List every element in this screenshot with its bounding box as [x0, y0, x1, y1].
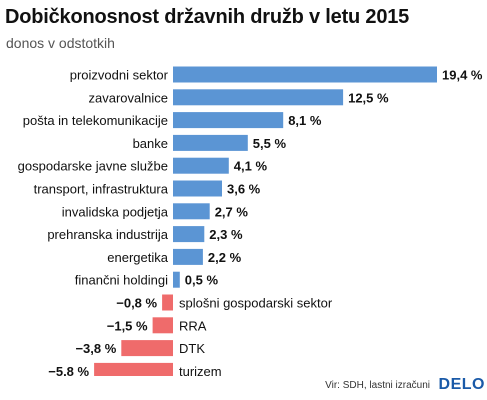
category-label-1: zavarovalnice	[89, 90, 169, 105]
value-label-6: 2,7 %	[215, 204, 249, 219]
bar-5	[173, 180, 222, 197]
bar-6	[173, 203, 210, 220]
category-label-11: RRA	[179, 318, 207, 333]
category-label-9: finančni holdingi	[75, 273, 168, 288]
value-label-5: 3,6 %	[227, 182, 261, 197]
value-label-3: 5,5 %	[253, 136, 287, 151]
bar-0	[173, 66, 437, 83]
value-label-9: 0,5 %	[185, 273, 219, 288]
value-label-0: 19,4 %	[442, 68, 483, 83]
bar-1	[173, 89, 344, 106]
category-label-13: turizem	[179, 364, 222, 376]
value-label-13: −5,8 %	[48, 364, 89, 376]
bar-2	[173, 112, 284, 129]
bar-7	[173, 226, 205, 243]
footer: Vir: SDH, lastni izračuni DELO	[0, 376, 487, 400]
value-label-12: −3,8 %	[75, 341, 116, 356]
category-label-2: pošta in telekomunikacije	[23, 113, 168, 128]
bar-12	[121, 340, 173, 357]
value-label-11: −1,5 %	[107, 318, 148, 333]
bar-11	[152, 317, 173, 334]
category-label-0: proizvodni sektor	[70, 68, 169, 83]
bar-13	[94, 362, 173, 376]
chart-title: Dobičkonosnost državnih družb v letu 201…	[5, 6, 410, 28]
bar-9	[173, 271, 180, 288]
value-label-7: 2,3 %	[209, 227, 243, 242]
value-label-8: 2,2 %	[208, 250, 242, 265]
value-label-2: 8,1 %	[288, 113, 322, 128]
category-label-8: energetika	[107, 250, 168, 265]
category-label-12: DTK	[179, 341, 205, 356]
bar-10	[162, 294, 173, 311]
bar-4	[173, 157, 229, 174]
category-label-7: prehranska industrija	[47, 227, 168, 242]
value-label-1: 12,5 %	[348, 90, 389, 105]
brand-logo: DELO	[438, 376, 485, 393]
category-label-5: transport, infrastruktura	[34, 182, 169, 197]
source-note: Vir: SDH, lastni izračuni	[325, 380, 430, 391]
bar-3	[173, 134, 248, 151]
category-label-4: gospodarske javne službe	[18, 159, 168, 174]
category-label-6: invalidska podjetja	[62, 204, 169, 219]
value-label-10: −0,8 %	[116, 296, 157, 311]
bar-chart: proizvodni sektor 19,4 % zavarovalnice 12,5…	[18, 66, 483, 376]
bar-8	[173, 248, 203, 265]
value-label-4: 4,1 %	[234, 159, 268, 174]
category-label-3: banke	[133, 136, 168, 151]
chart-subtitle: donos v odstotkih	[6, 35, 115, 51]
category-label-10: splošni gospodarski sektor	[179, 296, 333, 311]
